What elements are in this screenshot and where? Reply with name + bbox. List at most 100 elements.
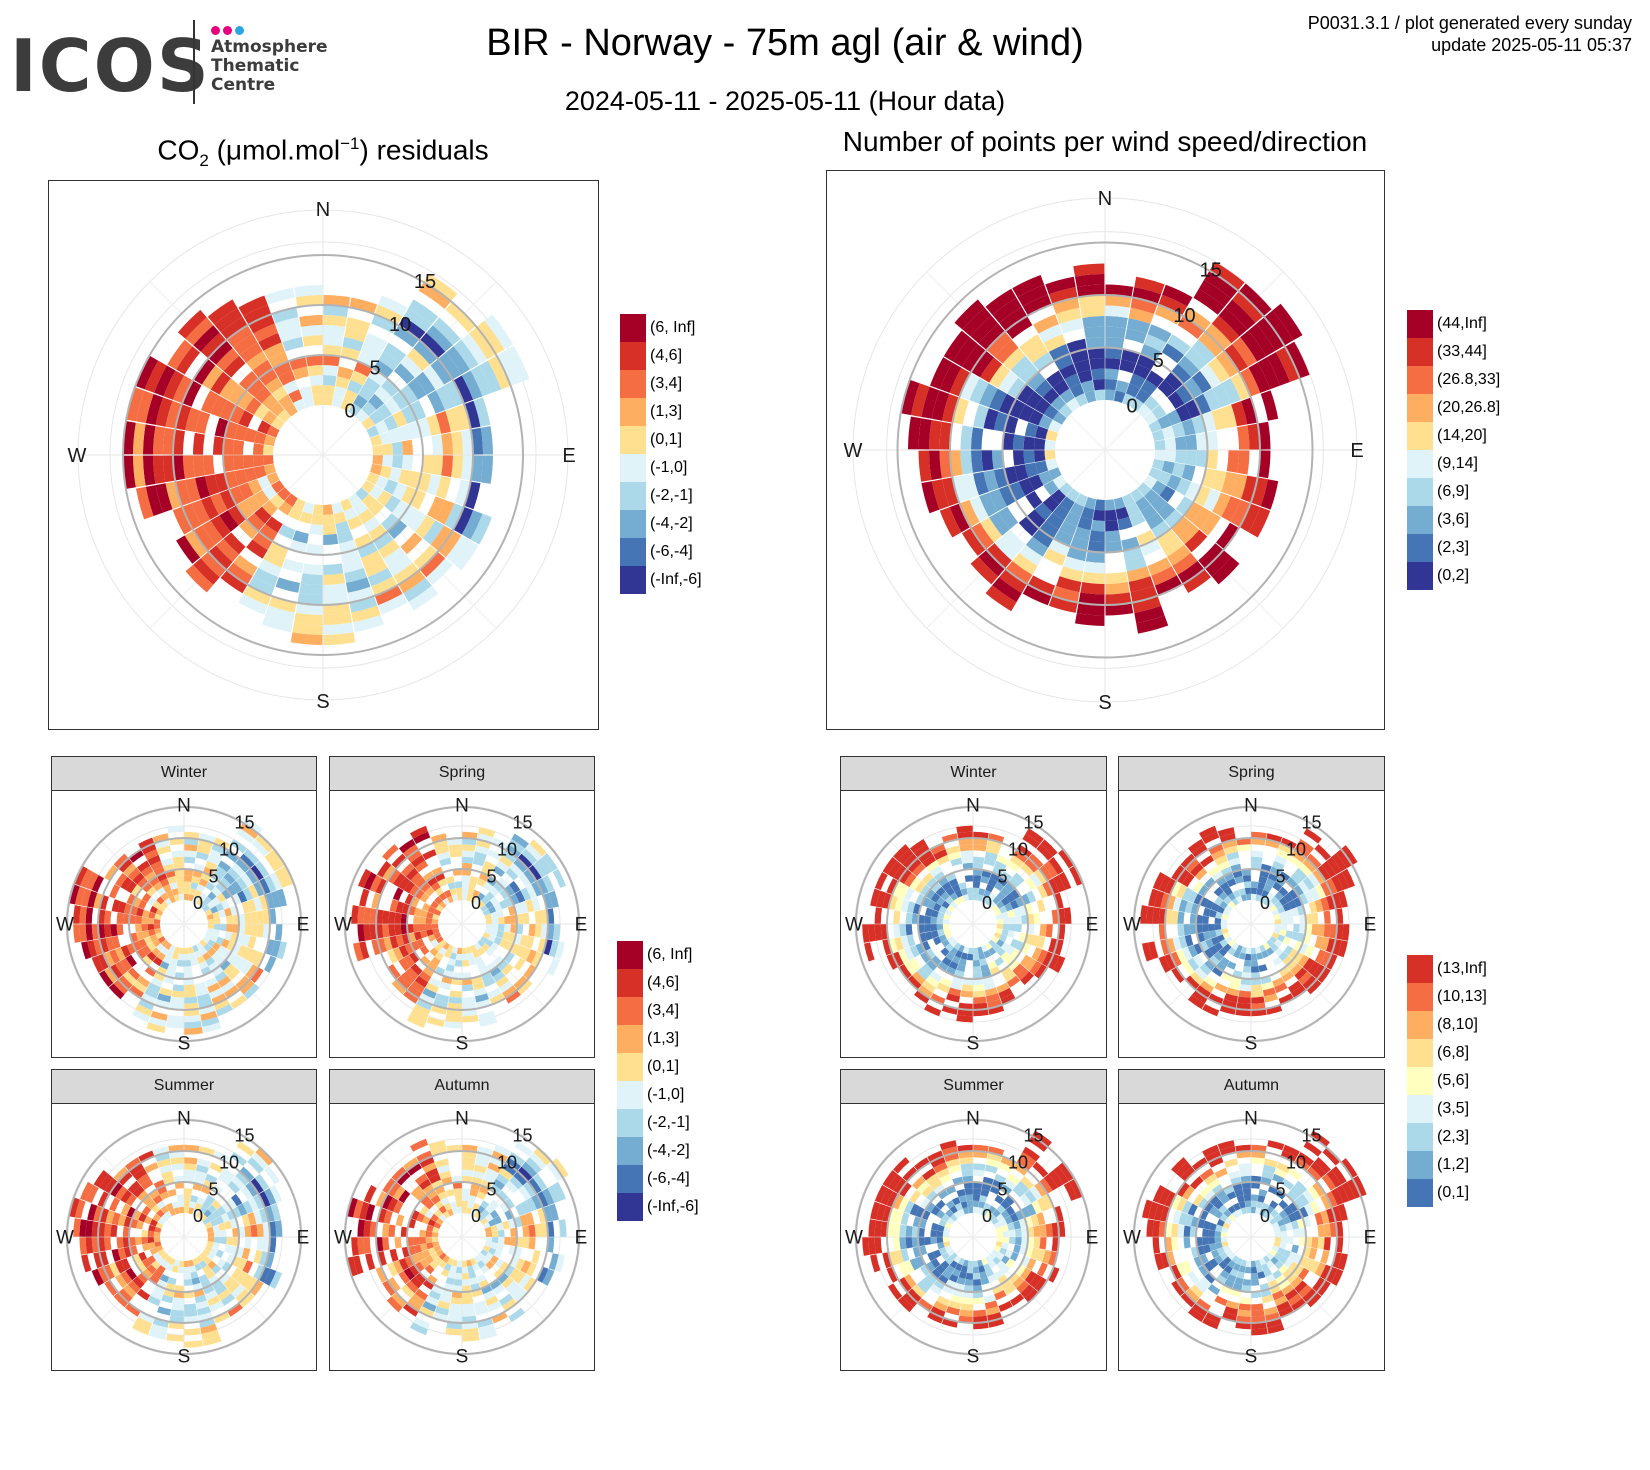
heat-cell — [1003, 1178, 1017, 1190]
heat-cell — [212, 929, 220, 937]
heat-cell — [391, 979, 407, 995]
heat-cell — [237, 945, 248, 958]
heat-cell — [462, 1163, 475, 1171]
heat-cell — [388, 924, 396, 937]
heat-cell — [474, 955, 484, 964]
heat-cell — [369, 875, 382, 893]
heat-cell — [1218, 1204, 1228, 1214]
heat-cell — [348, 403, 362, 417]
heat-cell — [528, 1237, 536, 1250]
heat-cell — [948, 1274, 959, 1283]
heat-cell — [206, 913, 214, 920]
legend-label: (-Inf,-6] — [647, 1198, 699, 1215]
heat-cell — [227, 325, 253, 348]
heat-cell — [212, 1242, 220, 1250]
heat-cell — [1180, 853, 1196, 869]
heat-cell — [1214, 1255, 1223, 1265]
heat-cell — [475, 845, 489, 855]
heat-cell — [1229, 1268, 1239, 1277]
heat-cell — [1030, 1214, 1040, 1227]
heat-cell — [888, 1251, 898, 1267]
heat-cell — [154, 999, 170, 1009]
heat-cell — [454, 1194, 462, 1202]
heat-cell — [900, 935, 910, 949]
heat-cell — [243, 455, 254, 469]
heat-cell — [394, 363, 415, 384]
heat-cell — [169, 1002, 184, 1010]
heat-cell — [490, 1224, 498, 1232]
heat-cell — [956, 1189, 966, 1197]
heat-cell — [1285, 1222, 1293, 1231]
heat-cell — [1298, 971, 1312, 985]
heat-cell — [238, 593, 268, 615]
heat-cell — [472, 981, 485, 991]
heat-cell — [1223, 1185, 1235, 1195]
heat-cell — [936, 1230, 944, 1237]
heat-cell — [1105, 368, 1119, 380]
heat-cell — [247, 949, 259, 964]
heat-cell — [153, 1284, 165, 1295]
heat-cell — [997, 1274, 1009, 1285]
heat-cell — [515, 945, 526, 958]
heat-cell — [414, 1173, 429, 1186]
heat-cell — [476, 1152, 492, 1162]
heat-cell — [1234, 1277, 1244, 1285]
legend-label: (3,4] — [647, 1002, 680, 1019]
heat-cell — [226, 884, 237, 897]
heat-cell — [215, 882, 226, 893]
heat-cell — [353, 501, 368, 516]
heat-cell — [449, 1303, 462, 1311]
heat-cell — [376, 403, 393, 420]
heat-cell — [996, 1237, 1004, 1243]
heat-cell — [210, 515, 231, 539]
heat-cell — [398, 469, 412, 486]
heat-cell — [430, 525, 453, 551]
compass-label-s: S — [178, 1034, 191, 1055]
heat-cell — [1241, 972, 1251, 979]
heat-cell — [1184, 901, 1194, 914]
heat-cell — [240, 961, 253, 976]
heat-cell — [1012, 1276, 1025, 1289]
heat-cell — [365, 1203, 376, 1221]
heat-cell — [1293, 940, 1303, 952]
heat-cell — [1224, 344, 1248, 372]
heat-cell — [1010, 1251, 1019, 1262]
heat-cell — [453, 506, 474, 535]
heat-cell — [414, 931, 422, 941]
heat-cell — [150, 860, 163, 871]
heat-cell — [108, 983, 125, 1000]
heat-cell — [137, 1272, 149, 1284]
heat-cell — [958, 1257, 965, 1266]
heat-cell — [1177, 316, 1205, 339]
heat-cell — [1352, 1175, 1367, 1197]
facet-strip-spring-co2: Spring — [329, 756, 595, 791]
heat-cell — [935, 1199, 946, 1210]
heat-cell — [253, 490, 270, 507]
heat-cell — [262, 924, 270, 939]
heat-cell — [912, 1176, 926, 1190]
heat-cell — [154, 839, 170, 849]
heat-cell — [240, 1274, 253, 1289]
heat-cell — [400, 355, 423, 378]
heat-cell — [212, 896, 221, 906]
heat-cell — [422, 1184, 435, 1195]
heat-cell — [1251, 1315, 1266, 1323]
heat-cell — [960, 1163, 973, 1171]
heat-cell — [1206, 430, 1218, 450]
heat-cell — [252, 359, 273, 379]
heat-cell — [1212, 492, 1231, 517]
heat-cell — [144, 966, 157, 977]
heat-cell — [1317, 924, 1325, 937]
heat-cell — [921, 386, 940, 419]
heat-cell — [1077, 516, 1093, 531]
heat-cell — [909, 1258, 920, 1271]
heat-cell — [938, 905, 947, 914]
heat-cell — [491, 1230, 499, 1237]
heat-cell — [211, 1199, 222, 1210]
heat-cell — [462, 1285, 472, 1292]
heat-cell — [1134, 605, 1165, 624]
heat-cell — [394, 912, 402, 924]
heat-cell — [337, 530, 354, 544]
